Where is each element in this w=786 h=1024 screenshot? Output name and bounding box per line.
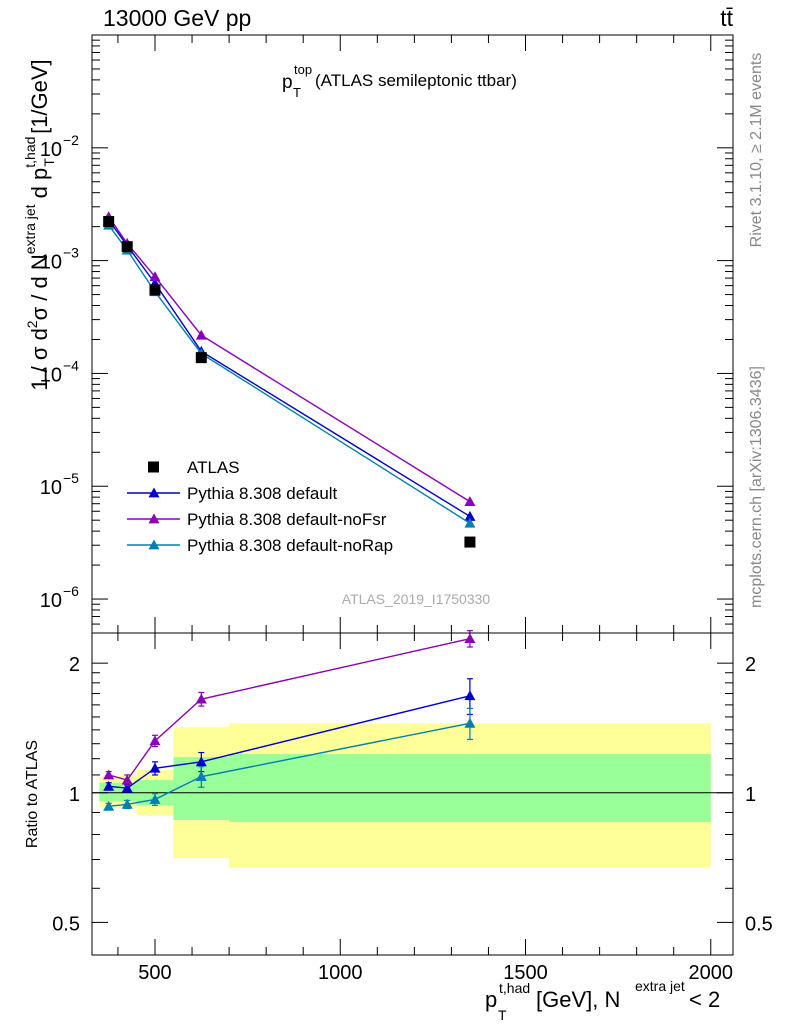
series-point — [195, 329, 207, 340]
data-point — [464, 536, 476, 548]
ratio-series-point — [149, 762, 161, 773]
xlabel-sub-t: T — [498, 1007, 507, 1023]
ratio-y-tick-label-right: 2 — [745, 654, 756, 676]
ratio-series-point — [464, 717, 476, 728]
title-sup: top — [294, 62, 312, 77]
main-data-group — [103, 216, 476, 548]
legend-marker — [148, 513, 160, 524]
ratio-y-tick-label: 0.5 — [52, 913, 80, 935]
xlabel-mid: [GeV], N — [536, 987, 620, 1012]
analysis-watermark: ATLAS_2019_I1750330 — [342, 591, 491, 607]
ratio-y-label: Ratio to ATLAS — [24, 740, 41, 848]
ratio-series-point — [121, 782, 133, 793]
ylabel-sup-extra: extra jet — [22, 204, 38, 254]
main-y-tick-label: 10 — [40, 252, 62, 274]
main-y-axis-label: 1 / σ d2σ / d Nextra jet d pt,had T [1/Ge… — [22, 59, 57, 390]
x-tick-label: 1000 — [318, 962, 363, 984]
data-point — [195, 352, 207, 364]
chart-title: p — [282, 72, 293, 93]
rivet-label: Rivet 3.1.10, ≥ 2.1M events — [748, 53, 765, 248]
header-process: tt̄ — [720, 5, 733, 31]
x-tick-label: 2000 — [689, 962, 734, 984]
ratio-series-point — [464, 633, 476, 644]
series-line — [108, 224, 471, 524]
main-y-ticks: 10−610−510−410−310−2 — [40, 35, 733, 634]
xlabel-sup-extra: extra jet — [635, 978, 685, 994]
uncertainty-band-green — [229, 754, 711, 823]
main-panel: 10−610−510−410−310−2 p top T (ATLAS semi… — [22, 34, 734, 634]
main-y-tick-label: 10 — [40, 139, 62, 161]
xlabel-sup-had: t,had — [499, 980, 530, 996]
data-point — [103, 216, 115, 228]
ratio-series-point — [149, 735, 161, 746]
legend: ATLAS Pythia 8.308 default Pythia 8.308 de… — [127, 458, 393, 555]
legend-label: Pythia 8.308 default-noFsr — [187, 510, 387, 529]
ylabel-part1: 1 / σ d — [27, 328, 52, 391]
ratio-series-point — [121, 774, 133, 785]
title-p: p — [282, 72, 293, 93]
series-point — [464, 496, 476, 507]
ratio-y-tick-label: 1 — [69, 784, 80, 806]
title-rest: (ATLAS semileptonic ttbar) — [315, 71, 517, 90]
ylabel-part2: σ / d N — [27, 254, 52, 320]
ratio-series-point — [103, 800, 115, 811]
main-y-tick-exponent: −3 — [63, 245, 79, 261]
x-tick-label: 500 — [138, 962, 171, 984]
ratio-series-point — [464, 690, 476, 701]
series-line — [108, 216, 471, 503]
ylabel-sub-t: T — [41, 158, 57, 167]
series-point — [464, 510, 476, 521]
ratio-y-tick-label-right: 0.5 — [745, 913, 773, 935]
data-point — [149, 284, 161, 296]
ratio-y-tick-label-right: 1 — [745, 784, 756, 806]
series-point — [464, 517, 476, 528]
data-point — [121, 241, 133, 253]
ratio-series-point — [195, 771, 207, 782]
ratio-panel: 0.5 0.5 1 1 2 2 500 1000 1500 2000 Ratio to ATLAS… — [24, 630, 773, 1023]
ratio-ticks: 0.5 0.5 1 1 2 2 500 1000 1500 2000 — [52, 633, 773, 984]
legend-label: Pythia 8.308 default-noRap — [187, 536, 393, 555]
series-line — [108, 219, 471, 518]
legend-label: ATLAS — [187, 458, 240, 477]
ratio-bands — [99, 723, 711, 868]
legend-marker — [148, 487, 160, 498]
legend-marker — [148, 539, 160, 550]
x-axis-label: p t,had T [GeV], N extra jet < 2 — [485, 978, 720, 1023]
main-y-tick-label: 10 — [40, 590, 62, 612]
ratio-series-group — [103, 630, 476, 811]
main-y-tick-exponent: −2 — [63, 132, 79, 148]
legend-label: Pythia 8.308 default — [187, 484, 338, 503]
ratio-series-point — [149, 793, 161, 804]
ratio-series-point — [103, 780, 115, 791]
main-series-group — [103, 211, 476, 528]
mcplots-label: mcplots.cern.ch [arXiv:1306.3436] — [748, 366, 765, 608]
ratio-y-tick-label: 2 — [69, 654, 80, 676]
x-tick-label: 1500 — [503, 962, 548, 984]
header-energy: 13000 GeV pp — [103, 5, 251, 31]
ylabel-part3: d p — [27, 168, 52, 205]
svg-text:1 / σ d2σ / d Nextra jet d pt: 1 / σ d2σ / d Nextra jet d pt,had T [1/Ge… — [22, 59, 57, 390]
main-y-tick-exponent: −5 — [63, 470, 79, 486]
xlabel-p: p — [485, 987, 497, 1012]
main-y-tick-label: 10 — [40, 477, 62, 499]
legend-marker — [148, 461, 159, 473]
ratio-series-point — [195, 756, 207, 767]
main-y-tick-exponent: −6 — [63, 583, 79, 599]
ratio-frame — [91, 632, 734, 956]
xlabel-end: < 2 — [689, 987, 720, 1012]
ratio-series-point — [103, 769, 115, 780]
title-sub: T — [293, 85, 301, 100]
ylabel-sup2: 2 — [24, 320, 40, 328]
ylabel-part4: [1/GeV] — [27, 59, 52, 140]
ratio-series-point — [195, 693, 207, 704]
ratio-series-point — [121, 798, 133, 809]
ylabel-sup-had: t,had — [22, 137, 38, 168]
main-y-tick-label: 10 — [40, 364, 62, 386]
series-point — [149, 271, 161, 282]
main-y-tick-exponent: −4 — [63, 357, 79, 373]
